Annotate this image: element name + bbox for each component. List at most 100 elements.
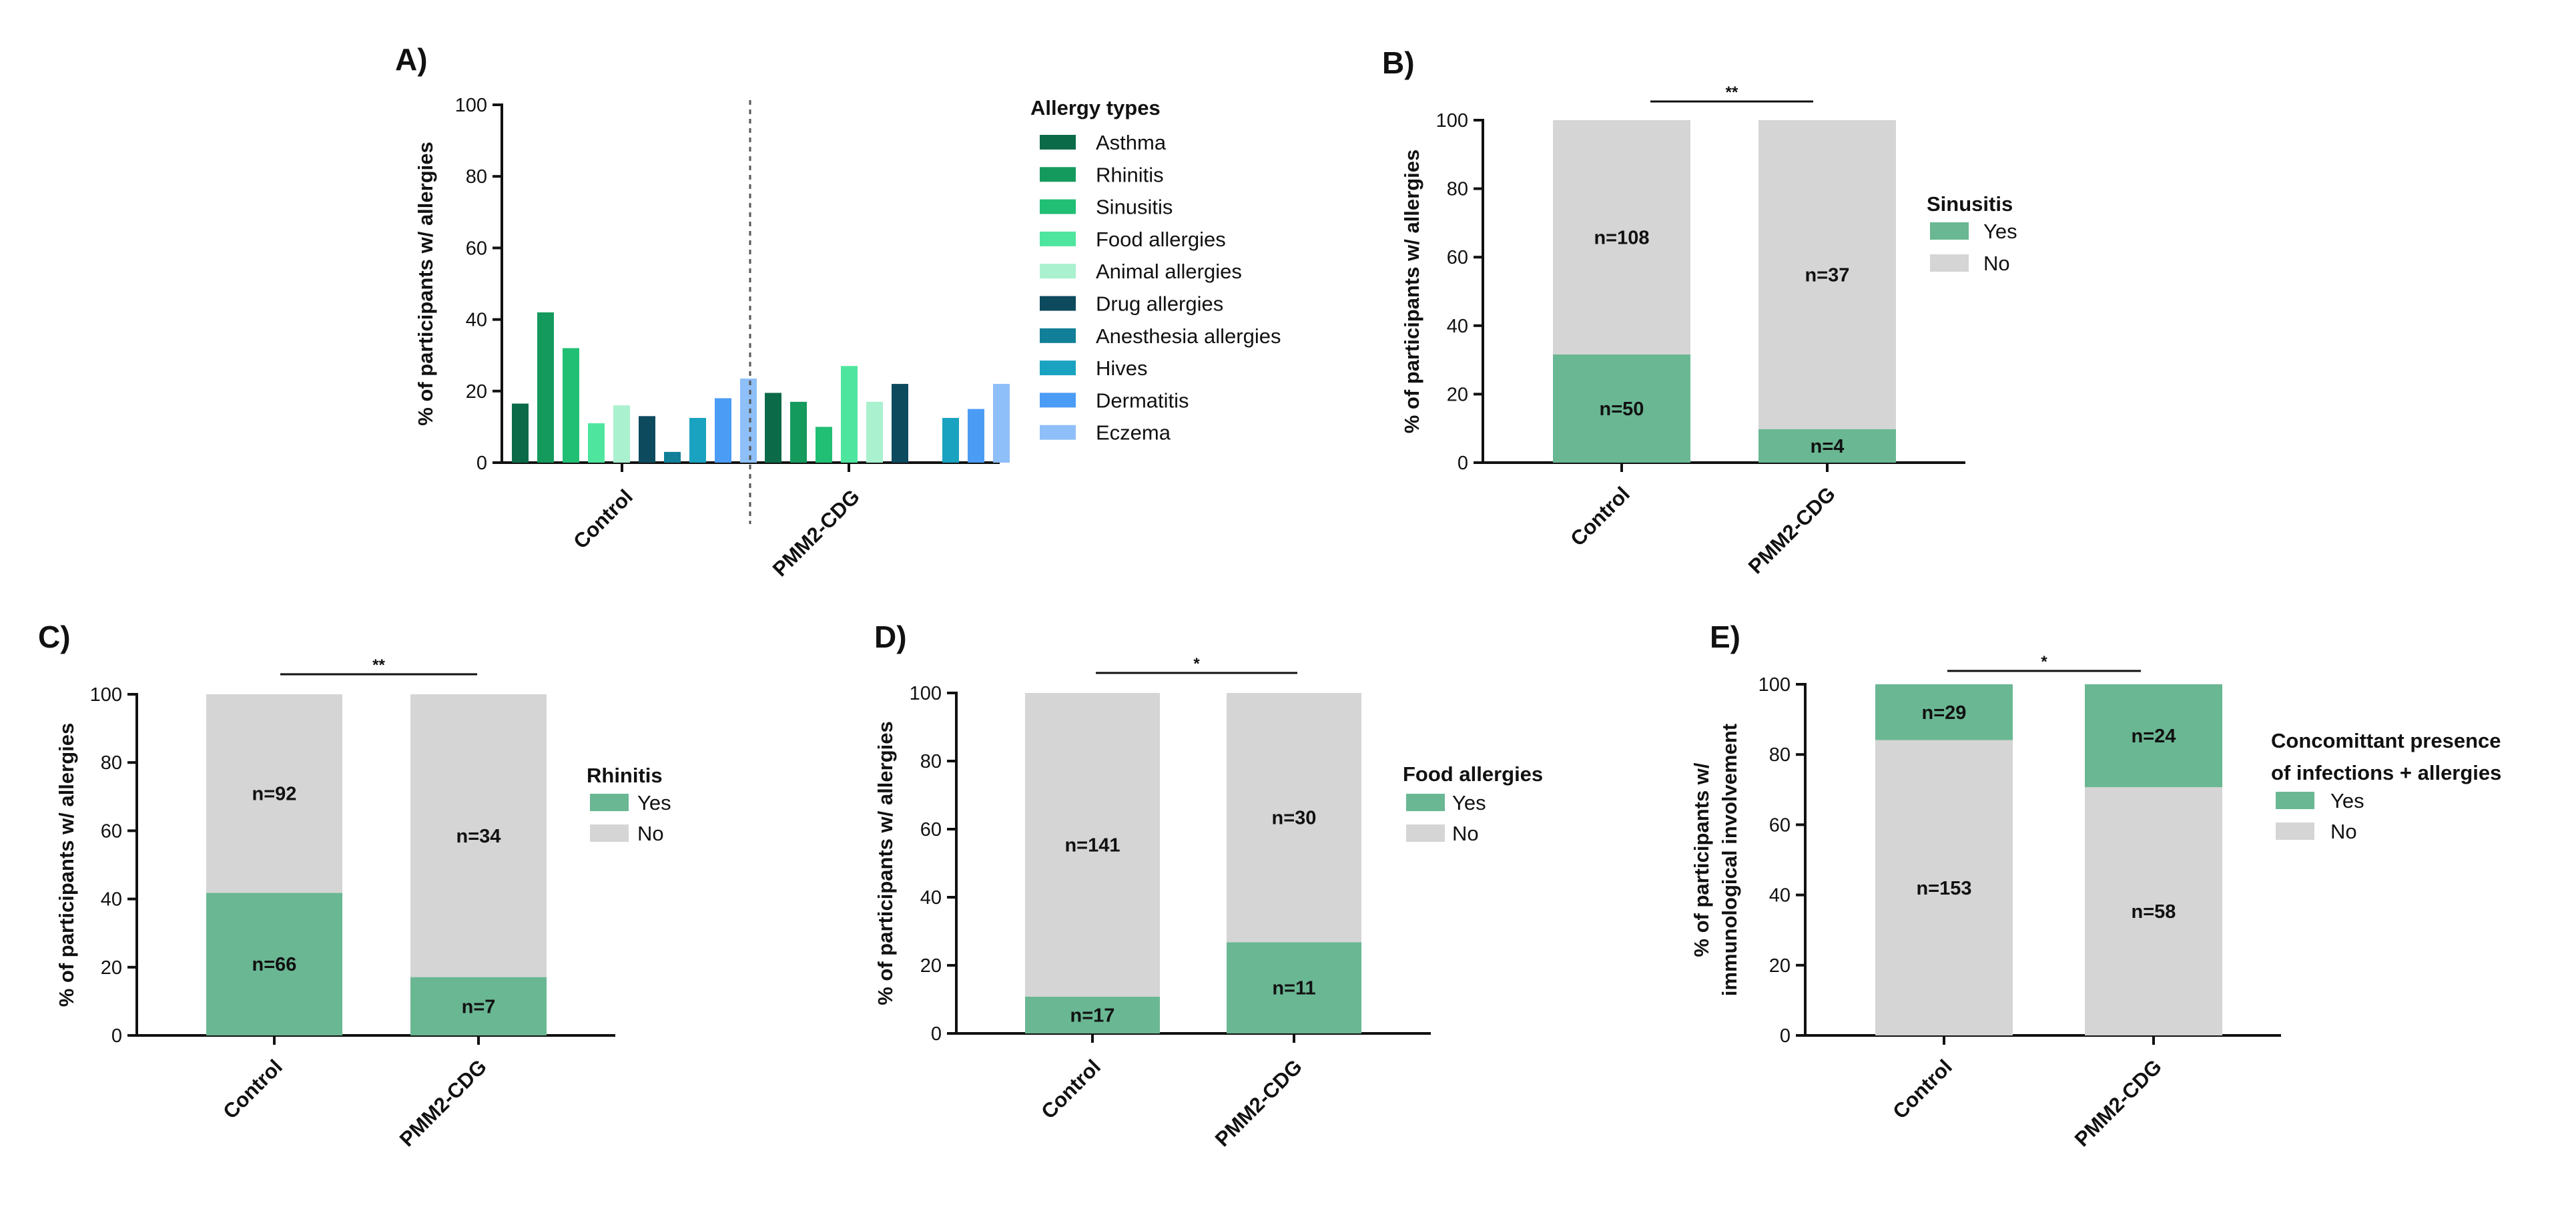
panel-b-count-label: n=108 [1594, 227, 1649, 248]
panel-e-count-label: n=24 [2132, 726, 2176, 747]
panel-e-ytick-label: 40 [1769, 885, 1791, 907]
panel-a-bar [841, 366, 858, 463]
panel-b-count-label: n=50 [1600, 399, 1644, 420]
panel-d-legend-entry: Yes [1452, 791, 1486, 814]
panel-c-bar-segment [410, 977, 547, 1035]
panel-c-count-label: n=66 [252, 954, 297, 975]
panel-b-legend-entry: No [1983, 252, 2010, 275]
panel-c-count-label: n=7 [462, 996, 496, 1017]
panel-e-xtick-label: Control [1888, 1055, 1957, 1124]
panel-a-legend-swatch [1040, 296, 1076, 311]
panel-d-ytick-label: 0 [931, 1023, 942, 1045]
panel-d-legend: Food allergies Yes No [1403, 762, 1543, 845]
panel-a-legend-title: Allergy types [1030, 96, 1161, 119]
panel-b-legend-entry: Yes [1983, 220, 2017, 243]
panel-d-ytick-label: 100 [910, 683, 942, 704]
panel-a-legend-swatch [1040, 135, 1076, 150]
panel-e-legend-entry: Yes [2330, 789, 2364, 812]
panel-a-xtick-label: Control [569, 485, 637, 553]
panel-e-significance-marker: * [2041, 653, 2047, 671]
panel-b-count-label: n=37 [1805, 264, 1850, 286]
panel-c-legend-title: Rhinitis [587, 764, 663, 787]
panel-e-bar-segment [2085, 684, 2222, 788]
panel-e-legend: Concomittant presence of infections + all… [2271, 729, 2501, 843]
panel-d-significance-marker: * [1193, 655, 1200, 673]
panel-e: E) 0 20 40 60 80 100 % of participants w/immuno… [1690, 620, 2501, 1151]
panel-a-legend-entry: Eczema [1096, 421, 1171, 445]
panel-c-ytick-label: 60 [101, 820, 122, 842]
panel-a-legend-entry: Rhinitis [1096, 163, 1164, 186]
panel-e-ytick-label: 60 [1769, 814, 1791, 836]
panel-b-legend-swatch [1930, 222, 1969, 240]
panel-a-legend-swatch [1040, 360, 1076, 376]
panel-a-bar [942, 418, 959, 463]
panel-a-legend-swatch [1040, 393, 1076, 408]
panel-d-bar-segment [1227, 693, 1361, 943]
panel-e-bar-segment [1875, 684, 2013, 740]
panel-a-ylabel: % of participants w/ allergies [414, 142, 437, 426]
panel-d-count-label: n=141 [1064, 834, 1120, 856]
panel-b-ytick-label: 60 [1447, 247, 1468, 268]
panel-a-bar [639, 416, 655, 463]
panel-b-significance-marker: ** [1726, 83, 1738, 101]
panel-a-legend-entry: Anesthesia allergies [1096, 324, 1281, 348]
panel-a-ytick-label: 40 [466, 310, 487, 331]
panel-b-ytick-label: 0 [1458, 453, 1468, 474]
panel-e-legend-swatch [2276, 792, 2314, 809]
panel-e-count-label: n=29 [1922, 702, 1967, 724]
panel-d-legend-swatch [1406, 824, 1445, 842]
panel-a-ytick-label: 0 [476, 453, 487, 474]
panel-e-legend-title: of infections + allergies [2271, 761, 2501, 784]
panel-b-xtick-label: Control [1566, 482, 1634, 551]
panel-b-bar-segment [1553, 354, 1690, 463]
panel-a-legend-swatch [1040, 328, 1076, 343]
panel-d-bar-segment [1227, 942, 1361, 1033]
panel-c-bar-segment [206, 694, 342, 893]
panel-e-ytick-label: 0 [1780, 1025, 1791, 1047]
panel-e-ytick-label: 80 [1769, 744, 1791, 766]
panel-c-ytick-label: 20 [101, 957, 122, 979]
panel-e-legend-swatch [2276, 822, 2314, 840]
panel-d-bar-segment [1025, 996, 1160, 1033]
panel-b-bar-segment [1553, 120, 1690, 354]
panel-d-xtick-label: PMM2-CDG [1211, 1055, 1307, 1151]
panel-a-legend-entry: Food allergies [1096, 228, 1226, 251]
panel-a-bar [689, 418, 706, 463]
panel-a-ytick-label: 100 [455, 95, 487, 116]
panel-d-label: D) [874, 620, 907, 654]
panel-d: D) 0 20 40 60 80 100 % of participants w/ aller… [874, 620, 1543, 1151]
panel-a-bar [715, 398, 731, 463]
panel-b-count-label: n=4 [1811, 436, 1845, 457]
panel-a-legend-entry: Animal allergies [1096, 260, 1242, 283]
panel-b-legend: Sinusitis Yes No [1927, 192, 2017, 275]
panel-c-legend-swatch [590, 794, 629, 811]
panel-a-legend-entry: Hives [1096, 356, 1148, 380]
panel-b-ytick-label: 20 [1447, 384, 1468, 405]
panel-a-bar [866, 401, 883, 463]
panel-a-bar [588, 423, 605, 463]
panel-a-ytick-label: 80 [466, 166, 487, 188]
panel-a-legend-swatch [1040, 231, 1076, 246]
panel-d-legend-entry: No [1452, 822, 1479, 845]
panel-a-label: A) [395, 42, 428, 77]
panel-d-count-label: n=30 [1272, 808, 1317, 829]
panel-a-ytick-label: 60 [466, 238, 487, 259]
panel-d-ytick-label: 40 [920, 887, 942, 909]
panel-e-label: E) [1710, 620, 1740, 654]
panel-a-bar [790, 401, 807, 463]
panel-a-bar [613, 405, 630, 463]
panel-b-ytick-label: 80 [1447, 179, 1468, 200]
panel-c-legend-entry: Yes [637, 791, 671, 814]
panel-e-count-label: n=58 [2132, 901, 2176, 923]
panel-a-legend-entry: Drug allergies [1096, 292, 1223, 316]
panel-b-ylabel: % of participants w/ allergies [1400, 150, 1423, 434]
panel-d-ytick-label: 80 [920, 751, 942, 772]
panel-a-bar [816, 427, 832, 463]
panel-c-count-label: n=92 [252, 784, 297, 805]
panel-b-ytick-label: 40 [1447, 316, 1468, 337]
panel-a-legend-swatch [1040, 199, 1076, 214]
panel-c: C) 0 20 40 60 80 100 % of participants w/ aller… [38, 620, 671, 1151]
panel-c-ytick-label: 100 [90, 684, 122, 706]
panel-c-legend-entry: No [637, 822, 664, 845]
